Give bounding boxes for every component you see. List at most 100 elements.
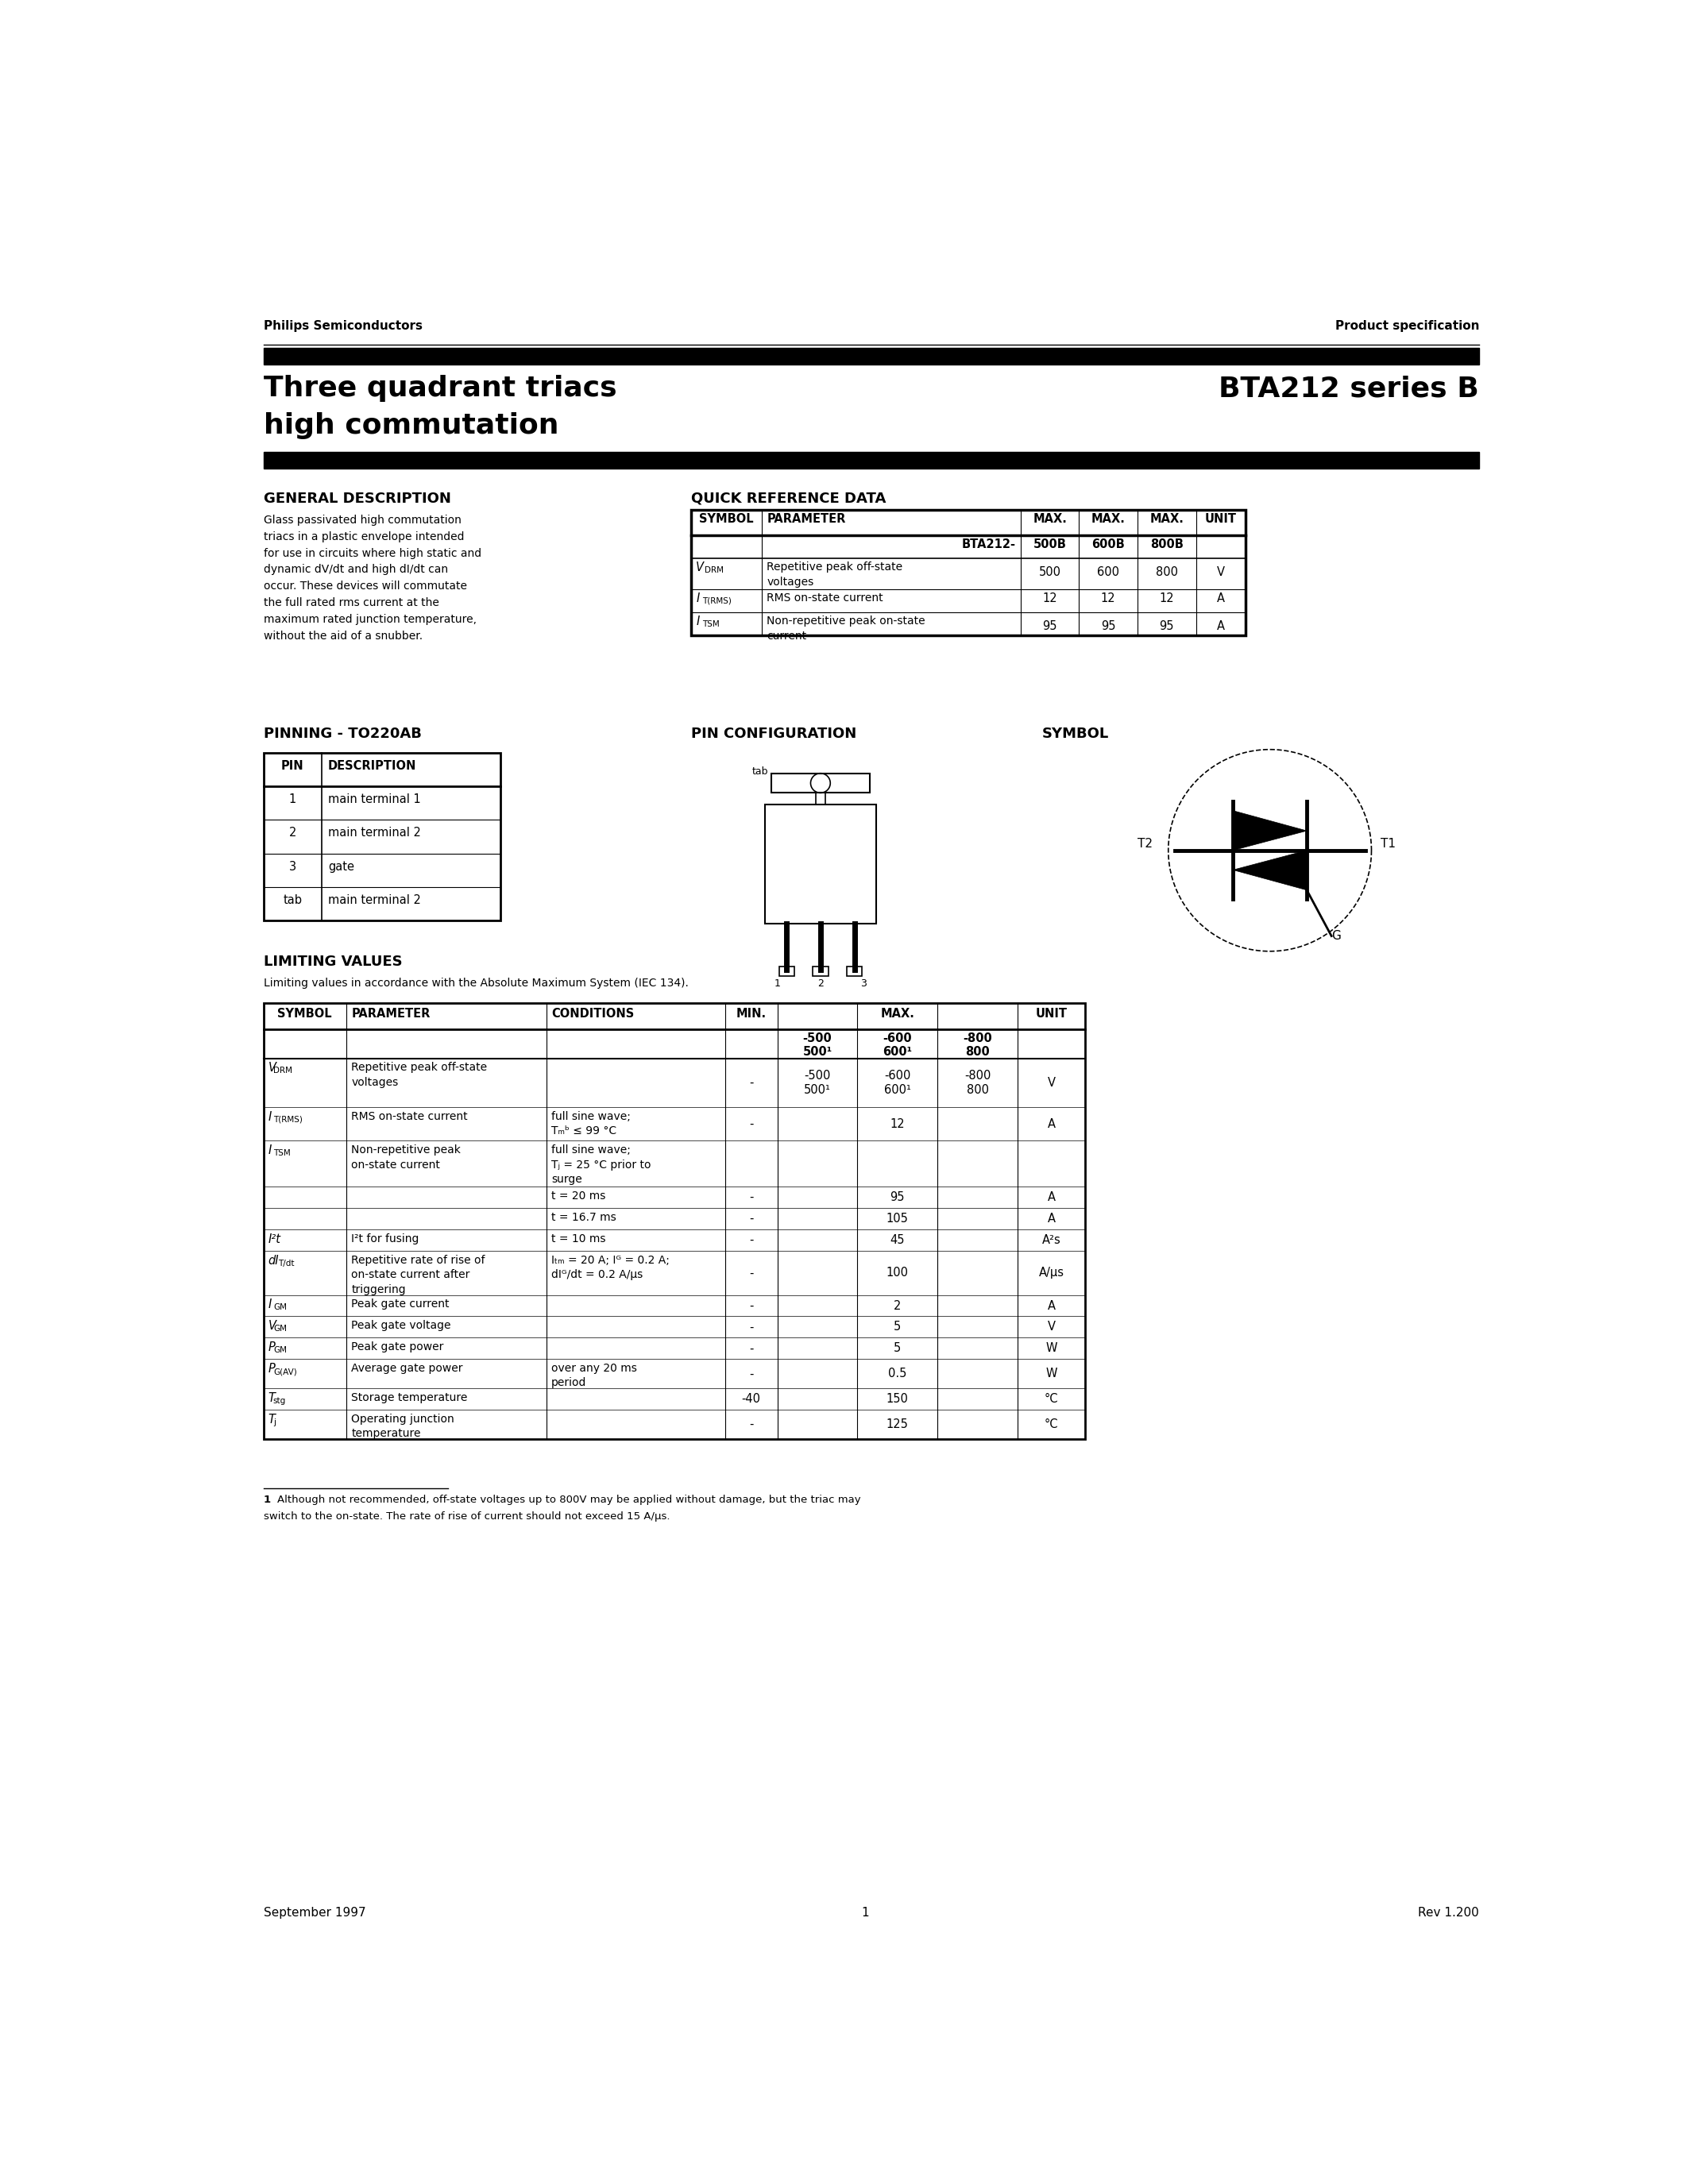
- Text: -: -: [749, 1367, 753, 1380]
- Text: 12: 12: [890, 1118, 905, 1129]
- Text: -500
500¹: -500 500¹: [803, 1070, 830, 1096]
- Text: 45: 45: [890, 1234, 905, 1247]
- Text: -800: -800: [962, 1033, 993, 1044]
- Text: occur. These devices will commutate: occur. These devices will commutate: [263, 581, 466, 592]
- Text: 95: 95: [1043, 620, 1057, 633]
- Text: I: I: [268, 1112, 272, 1123]
- Text: QUICK REFERENCE DATA: QUICK REFERENCE DATA: [690, 491, 886, 507]
- Text: P: P: [268, 1341, 275, 1354]
- Text: 600B: 600B: [1092, 539, 1124, 550]
- Text: UNIT: UNIT: [1205, 513, 1237, 526]
- Text: I²t: I²t: [268, 1234, 280, 1245]
- Text: Operating junction
temperature: Operating junction temperature: [351, 1413, 454, 1439]
- Text: -: -: [749, 1212, 753, 1225]
- Text: I: I: [268, 1299, 272, 1310]
- Text: t = 20 ms: t = 20 ms: [552, 1190, 606, 1201]
- Text: Product specification: Product specification: [1335, 321, 1479, 332]
- Text: LIMITING VALUES: LIMITING VALUES: [263, 954, 402, 970]
- Text: 1: 1: [289, 793, 297, 806]
- Text: GM: GM: [273, 1326, 287, 1332]
- Text: -600
600¹: -600 600¹: [885, 1070, 912, 1096]
- Text: 5: 5: [893, 1343, 901, 1354]
- Text: 3: 3: [289, 860, 295, 874]
- Text: 12: 12: [1101, 592, 1116, 605]
- Text: main terminal 1: main terminal 1: [327, 793, 420, 806]
- Text: -500: -500: [803, 1033, 832, 1044]
- Text: voltages: voltages: [766, 577, 814, 587]
- Text: Peak gate power: Peak gate power: [351, 1341, 444, 1352]
- Text: 1: 1: [263, 1494, 270, 1505]
- Text: DRM: DRM: [704, 566, 724, 574]
- Text: SYMBOL: SYMBOL: [277, 1009, 333, 1020]
- Text: MAX.: MAX.: [1033, 513, 1067, 526]
- Text: BTA212-: BTA212-: [962, 539, 1016, 550]
- Text: maximum rated junction temperature,: maximum rated junction temperature,: [263, 614, 476, 625]
- Text: -: -: [749, 1234, 753, 1247]
- Text: switch to the on-state. The rate of rise of current should not exceed 15 A/μs.: switch to the on-state. The rate of rise…: [263, 1511, 670, 1522]
- Text: Rev 1.200: Rev 1.200: [1418, 1907, 1479, 1920]
- Text: W: W: [1045, 1343, 1057, 1354]
- Text: T1: T1: [1381, 839, 1396, 850]
- Text: T: T: [268, 1391, 275, 1404]
- Text: 1: 1: [775, 978, 780, 989]
- Text: 105: 105: [886, 1212, 908, 1225]
- Text: V: V: [268, 1061, 277, 1075]
- Text: -: -: [749, 1299, 753, 1313]
- Text: t = 10 ms: t = 10 ms: [552, 1234, 606, 1245]
- Text: September 1997: September 1997: [263, 1907, 366, 1920]
- Text: GM: GM: [273, 1345, 287, 1354]
- Text: V: V: [695, 561, 704, 574]
- Text: -600: -600: [883, 1033, 912, 1044]
- Text: Iₜₘ = 20 A; Iᴳ = 0.2 A;
dIᴳ/dt = 0.2 A/μs: Iₜₘ = 20 A; Iᴳ = 0.2 A; dIᴳ/dt = 0.2 A/μ…: [552, 1254, 670, 1280]
- Text: A/μs: A/μs: [1038, 1267, 1063, 1280]
- Text: T/dt: T/dt: [279, 1260, 294, 1267]
- Text: -: -: [749, 1321, 753, 1332]
- Text: Repetitive rate of rise of
on-state current after
triggering: Repetitive rate of rise of on-state curr…: [351, 1254, 484, 1295]
- Text: 600: 600: [1097, 566, 1119, 579]
- Text: -40: -40: [741, 1393, 761, 1404]
- Text: tab: tab: [751, 767, 768, 778]
- Text: 500: 500: [1038, 566, 1062, 579]
- Text: °C: °C: [1045, 1393, 1058, 1404]
- Text: main terminal 2: main terminal 2: [327, 895, 420, 906]
- Bar: [263, 347, 1479, 365]
- Polygon shape: [1232, 850, 1307, 891]
- Text: -: -: [749, 1118, 753, 1129]
- Text: -: -: [749, 1343, 753, 1354]
- Text: -800
800: -800 800: [964, 1070, 991, 1096]
- Text: full sine wave;
Tⱼ = 25 °C prior to
surge: full sine wave; Tⱼ = 25 °C prior to surg…: [552, 1144, 652, 1186]
- Text: 95: 95: [1101, 620, 1116, 633]
- Text: -: -: [749, 1267, 753, 1280]
- Text: -: -: [749, 1420, 753, 1431]
- Text: PARAMETER: PARAMETER: [766, 513, 846, 526]
- Text: I: I: [268, 1144, 272, 1155]
- Bar: [814, 968, 829, 976]
- Text: I²t for fusing: I²t for fusing: [351, 1234, 419, 1245]
- Text: Storage temperature: Storage temperature: [351, 1391, 468, 1404]
- Text: 800B: 800B: [1150, 539, 1183, 550]
- Text: Three quadrant triacs: Three quadrant triacs: [263, 376, 616, 402]
- Text: dynamic dV/dt and high dI/dt can: dynamic dV/dt and high dI/dt can: [263, 563, 447, 574]
- Text: 600¹: 600¹: [883, 1046, 912, 1057]
- Text: T: T: [268, 1413, 275, 1426]
- Text: G(AV): G(AV): [273, 1367, 297, 1376]
- Text: DRM: DRM: [273, 1066, 292, 1075]
- Text: 800: 800: [1156, 566, 1178, 579]
- Text: the full rated rms current at the: the full rated rms current at the: [263, 596, 439, 609]
- Bar: [263, 753, 500, 922]
- Text: V: V: [1217, 566, 1224, 579]
- Text: V: V: [1047, 1321, 1055, 1332]
- Text: A: A: [1047, 1299, 1055, 1313]
- Text: BTA212 series B: BTA212 series B: [1219, 376, 1479, 402]
- Text: 125: 125: [886, 1420, 908, 1431]
- Polygon shape: [1232, 810, 1307, 850]
- Text: Non-repetitive peak
on-state current: Non-repetitive peak on-state current: [351, 1144, 461, 1171]
- Text: °C: °C: [1045, 1420, 1058, 1431]
- Text: 12: 12: [1043, 592, 1057, 605]
- Text: Non-repetitive peak on-state: Non-repetitive peak on-state: [766, 616, 925, 627]
- Text: stg: stg: [273, 1398, 285, 1404]
- Text: Glass passivated high commutation: Glass passivated high commutation: [263, 515, 461, 526]
- Text: 800: 800: [966, 1046, 989, 1057]
- Text: current: current: [766, 631, 807, 642]
- Text: Repetitive peak off-state: Repetitive peak off-state: [766, 561, 903, 572]
